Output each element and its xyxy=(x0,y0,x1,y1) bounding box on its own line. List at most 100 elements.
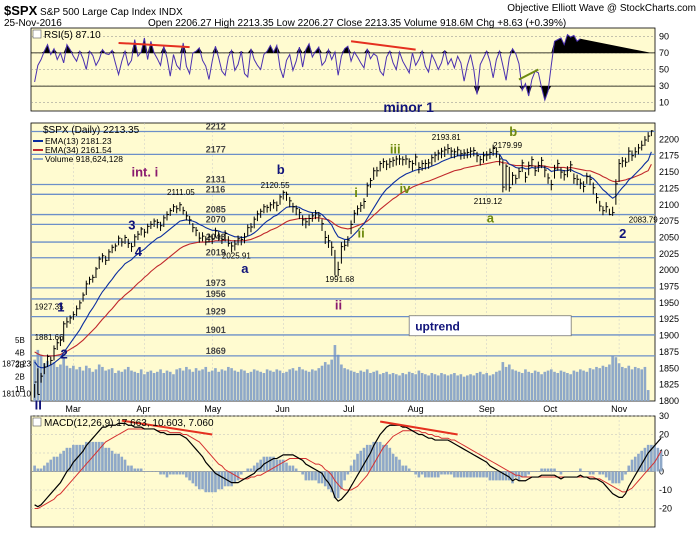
volume-bar xyxy=(627,365,631,401)
macd-histogram-bar xyxy=(627,465,631,472)
volume-tick-label: 1B xyxy=(15,385,25,394)
macd-histogram-bar xyxy=(543,468,547,472)
macd-histogram-bar xyxy=(430,471,434,478)
volume-bar xyxy=(501,362,505,401)
macd-histogram-bar xyxy=(101,441,104,472)
volume-bar xyxy=(411,373,414,401)
macd-histogram-bar xyxy=(259,459,262,472)
volume-bar xyxy=(181,370,185,401)
volume-bar xyxy=(365,369,369,401)
volume-bar xyxy=(75,369,78,401)
volume-bar xyxy=(33,359,36,401)
macd-histogram-bar xyxy=(42,465,46,472)
macd-histogram-bar xyxy=(104,447,107,472)
macd-histogram-bar xyxy=(488,471,492,481)
price-tick-label: 1875 xyxy=(659,347,679,357)
macd-line xyxy=(34,422,662,508)
volume-label: Volume xyxy=(403,18,438,29)
volume-bar xyxy=(146,371,149,401)
macd-histogram-bar xyxy=(582,471,585,472)
macd-histogram-bar xyxy=(446,471,450,475)
macd-histogram-bar xyxy=(637,453,640,472)
close-value: 2213.35 xyxy=(364,18,402,29)
open-label: Open xyxy=(148,18,173,29)
volume-bar xyxy=(175,369,179,401)
macd-histogram-bar xyxy=(382,444,385,472)
macd-title: MACD(12,26,9) 17.663, 10.603, 7.060 xyxy=(44,418,214,429)
volume-bar xyxy=(646,390,650,401)
volume-bar xyxy=(178,368,182,401)
rsi-trendline xyxy=(350,40,416,51)
volume-bar xyxy=(278,370,282,401)
macd-histogram-bar xyxy=(546,468,550,472)
price-tick-label: 2025 xyxy=(659,249,679,259)
wave-label: b xyxy=(509,124,517,139)
volume-bar xyxy=(120,371,124,401)
wave-label: int. i xyxy=(131,165,158,180)
macd-histogram-bar xyxy=(165,471,169,478)
macd-histogram-bar xyxy=(369,444,372,472)
macd-histogram-bar xyxy=(152,471,156,472)
macd-histogram-bar xyxy=(139,468,143,472)
wave-label: minor 1 xyxy=(383,99,434,115)
volume-bar xyxy=(546,370,550,401)
volume-bar xyxy=(524,369,527,401)
macd-tick-label: -10 xyxy=(659,485,672,495)
macd-histogram-bar xyxy=(84,441,88,472)
x-tick-label: Sep xyxy=(479,404,495,414)
volume-bar xyxy=(566,373,569,401)
volume-bar xyxy=(55,366,59,401)
volume-bar xyxy=(543,371,547,401)
price-title: $SPX (Daily) 2213.35 xyxy=(43,125,140,136)
volume-bar xyxy=(84,365,88,401)
volume-bar xyxy=(101,366,104,401)
volume-bar xyxy=(281,373,285,401)
fib-level-label: 1929 xyxy=(206,307,226,317)
volume-bar xyxy=(139,369,143,401)
volume-bar xyxy=(391,373,395,401)
volume-bar xyxy=(608,364,611,401)
macd-histogram-bar xyxy=(194,471,198,487)
volume-bar xyxy=(311,369,314,401)
volume-bar xyxy=(443,374,447,401)
rsi-title-swatch xyxy=(32,29,42,39)
macd-histogram-bar xyxy=(378,441,382,472)
macd-histogram-bar xyxy=(633,456,637,472)
price-tick-label: 2125 xyxy=(659,183,679,193)
fib-level-label: 1901 xyxy=(206,325,226,335)
volume-bar xyxy=(52,362,56,401)
volume-bar xyxy=(285,371,288,401)
volume-bar xyxy=(436,375,440,401)
volume-bar xyxy=(459,374,463,401)
macd-histogram-bar xyxy=(210,471,214,493)
volume-bar xyxy=(130,370,133,401)
volume-bar xyxy=(207,371,211,401)
volume-bar xyxy=(591,369,595,401)
volume-bar xyxy=(498,370,501,401)
watermark: Objective Elliott Wave @ StockCharts.com xyxy=(507,3,696,14)
rsi-tick-label: 50 xyxy=(659,65,669,75)
price-tick-label: 1950 xyxy=(659,298,679,308)
volume-bar xyxy=(165,370,169,401)
price-tick-label: 1850 xyxy=(659,363,679,373)
macd-histogram-bar xyxy=(346,471,350,475)
macd-histogram-bar xyxy=(433,471,437,478)
macd-histogram-bar xyxy=(579,468,582,472)
volume-bar xyxy=(375,370,379,401)
macd-histogram-bar xyxy=(288,465,292,472)
volume-bar xyxy=(307,371,311,401)
volume-bar xyxy=(420,373,424,401)
volume-bar xyxy=(453,373,456,401)
macd-histogram-bar xyxy=(504,471,508,481)
macd-histogram-bar xyxy=(311,471,314,481)
volume-bar xyxy=(246,373,250,401)
macd-histogram-bar xyxy=(614,471,618,484)
volume-bar xyxy=(117,370,120,401)
volume-bar xyxy=(462,376,466,401)
volume-bar xyxy=(549,369,553,401)
price-tick-label: 1800 xyxy=(659,396,679,406)
macd-histogram-bar xyxy=(459,471,463,478)
volume-bar xyxy=(430,373,434,401)
macd-histogram-bar xyxy=(239,471,243,475)
volume-bar xyxy=(301,369,304,401)
